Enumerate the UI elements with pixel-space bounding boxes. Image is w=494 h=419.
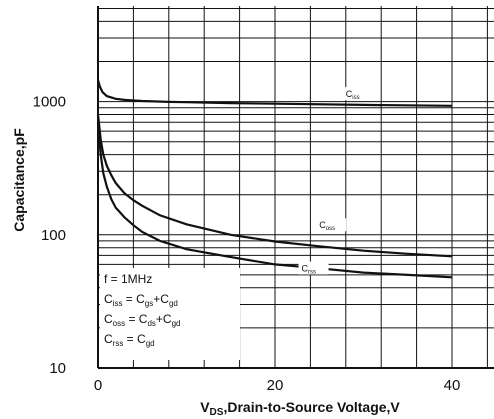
x-axis-label: VDS,Drain-to-Source Voltage,V: [200, 399, 400, 418]
y-tick-label: 10: [49, 360, 66, 377]
x-tick-label: 40: [444, 377, 461, 394]
x-tick-label: 0: [94, 377, 102, 394]
tick-labels: 0 20 40 10 100 1000: [33, 94, 461, 394]
y-tick-label: 1000: [33, 94, 66, 111]
legend-line: f = 1MHz: [104, 272, 152, 286]
x-tick-label: 20: [267, 377, 284, 394]
y-axis-label: Capacitance,pF: [11, 128, 27, 232]
y-tick-label: 100: [41, 227, 66, 244]
